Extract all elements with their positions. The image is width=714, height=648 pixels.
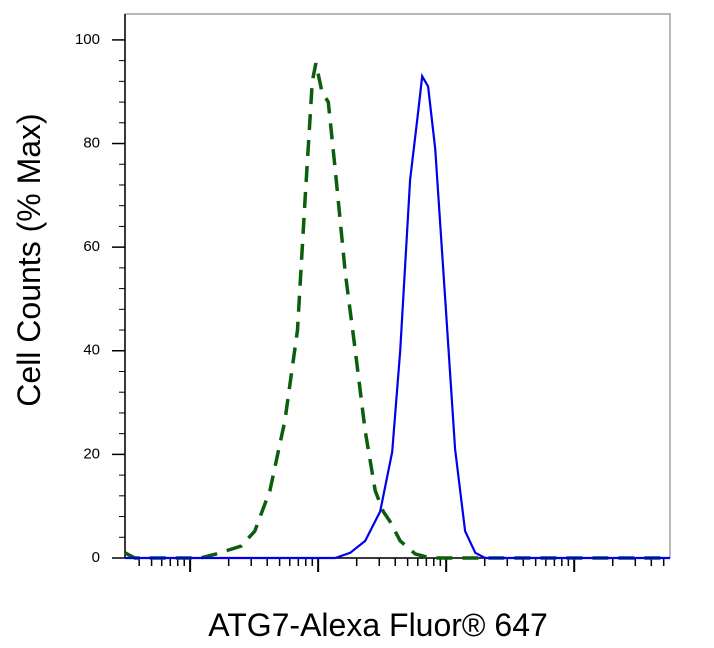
y-tick-label: 40: [83, 342, 100, 359]
y-tick-label: 100: [75, 31, 100, 48]
y-tick-label: 20: [83, 445, 100, 462]
plot-frame: [124, 13, 671, 559]
y-axis-title: Cell Counts (% Max): [11, 113, 47, 406]
series-line: [125, 72, 670, 560]
y-tick-label: 60: [83, 238, 100, 255]
series-line: [124, 62, 670, 560]
x-axis-title: ATG7-Alexa Fluor® 647: [208, 607, 548, 643]
y-tick-label: 80: [83, 134, 100, 151]
y-tick-label: 0: [92, 549, 100, 566]
